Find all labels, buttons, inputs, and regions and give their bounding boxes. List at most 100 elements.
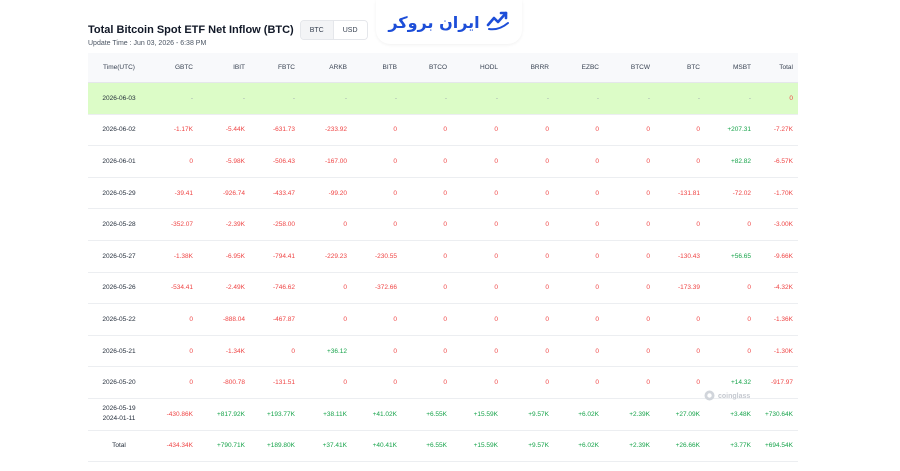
flow-cell: +6.55K [402,398,452,431]
flow-cell: -167.00 [300,145,352,178]
unit-usd-button[interactable]: USD [332,21,367,39]
flow-cell: - [503,82,554,115]
flow-cell: 0 [554,145,604,178]
column-header-btco: BTCO [402,53,452,83]
flow-cell: -99.20 [300,177,352,210]
flow-cell: - [352,82,402,115]
flow-cell: 0 [503,335,554,368]
flow-cell: +6.55K [402,430,452,463]
date-cell: 2026-05-27 [88,240,150,273]
flow-cell: +26.66K [655,430,705,463]
flow-cell: 0 [554,208,604,241]
unit-btc-button[interactable]: BTC [300,21,333,39]
brand-logo-text: ایران بروکر [388,12,480,32]
flow-cell: 0 [554,240,604,273]
flow-cell: +9.57K [503,398,554,431]
flow-cell: -258.00 [250,208,300,241]
flow-cell: -794.41 [250,240,300,273]
date-cell: 2026-05-20 [88,366,150,399]
flow-cell: +790.71K [198,430,250,463]
flow-cell: 0 [604,366,655,399]
date-cell: 2026-06-02 [88,114,150,147]
trend-chart-icon [486,9,510,36]
flow-cell: +193.77K [250,398,300,431]
column-header-ibit: IBIT [198,53,250,83]
table-row: 2026-05-21 0 -1.34K 0 +36.12 0 0 0 0 0 0 0 0 -1.30K [88,335,798,368]
flow-cell: 0 [352,114,402,147]
flow-cell: 0 [402,114,452,147]
flow-cell: +82.82 [705,145,756,178]
flow-cell: 0 [452,114,503,147]
flow-cell: -1.36K [756,303,798,336]
flow-cell: -230.55 [352,240,402,273]
column-header-ezbc: EZBC [554,53,604,83]
flow-cell: 0 [655,145,705,178]
flow-cell: 0 [554,114,604,147]
flow-cell: 0 [402,177,452,210]
flow-cell: - [452,82,503,115]
flow-cell: 0 [554,272,604,305]
unit-toggle: BTC USD [299,20,368,40]
flow-cell: 0 [402,335,452,368]
flow-cell: -2.39K [198,208,250,241]
table-row: 2026-06-01 0 -5.98K -506.43 -167.00 0 0 0 0 0 0 0 +8… [88,145,798,178]
flow-cell: 0 [402,240,452,273]
table-row: 2026-05-20 0 -800.78 -131.51 0 0 0 0 0 0 0 0 +14.32-… [88,366,798,399]
column-header-btcw: BTCW [604,53,655,83]
flow-cell: 0 [452,272,503,305]
table-row: 2026-06-03- - - - - - - - - - - -0 [88,82,798,115]
table-header-row: Time(UTC) GBTC IBIT FBTC ARKB BITB BTCO HODL BRR… [88,53,798,83]
flow-cell: +36.12 [300,335,352,368]
flow-cell: 0 [604,177,655,210]
flow-cell: 0 [452,240,503,273]
flow-cell: 0 [756,82,798,115]
flow-cell: 0 [452,335,503,368]
flow-cell: 0 [503,208,554,241]
flow-cell: +15.59K [452,430,503,463]
flow-cell: -352.07 [150,208,198,241]
column-header-bitb: BITB [352,53,402,83]
flow-cell: -72.02 [705,177,756,210]
flow-cell: 0 [150,335,198,368]
date-range-end: 2024-01-11 [102,415,136,423]
flow-cell: 0 [604,335,655,368]
date-cell: 2026-06-01 [88,145,150,178]
flow-cell: -1.17K [150,114,198,147]
flow-cell: 0 [554,335,604,368]
flow-cell: -39.41 [150,177,198,210]
coinglass-watermark: coinglass [704,390,750,403]
flow-cell: -6.95K [198,240,250,273]
column-header-time-utc: Time(UTC) [88,53,150,83]
flow-cell: 0 [604,145,655,178]
flow-cell: -3.00K [756,208,798,241]
coinglass-logo-icon [704,390,715,403]
column-header-btc: BTC [655,53,705,83]
flow-cell: 0 [402,272,452,305]
flow-cell: +41.02K [352,398,402,431]
flow-cell: +6.02K [554,398,604,431]
flow-cell: +730.64K [756,398,798,431]
table-row: 2026-05-28 -352.07 -2.39K -258.00 0 0 0 0 0 0 0 0 0-… [88,208,798,241]
flow-cell: -130.43 [655,240,705,273]
flow-cell: -5.98K [198,145,250,178]
flow-cell: -631.73 [250,114,300,147]
flow-cell: 0 [352,303,402,336]
flow-cell: +207.31 [705,114,756,147]
flow-cell: 0 [402,366,452,399]
date-cell: 2026-06-03 [88,82,150,115]
flow-cell: 0 [352,366,402,399]
table-row: 2026-05-29 -39.41 -926.74 -433.47 -99.20 0 0 0 0… [88,177,798,210]
flow-cell: +189.80K [250,430,300,463]
flow-cell: 0 [705,335,756,368]
flow-cell: 0 [655,303,705,336]
flow-cell: 0 [250,335,300,368]
flow-cell: 0 [452,177,503,210]
flow-cell: - [402,82,452,115]
table-row: 2026-05-27 -1.38K -6.95K -794.41 -229.23 -230… [88,240,798,273]
flow-cell: 0 [604,114,655,147]
date-cell: 2026-05-29 [88,177,150,210]
flow-cell: 0 [150,366,198,399]
flow-cell: -9.66K [756,240,798,273]
flow-cell: 0 [655,208,705,241]
total-row: Total -434.34K +790.71K +189.80K +37.41K +40.… [88,430,798,463]
